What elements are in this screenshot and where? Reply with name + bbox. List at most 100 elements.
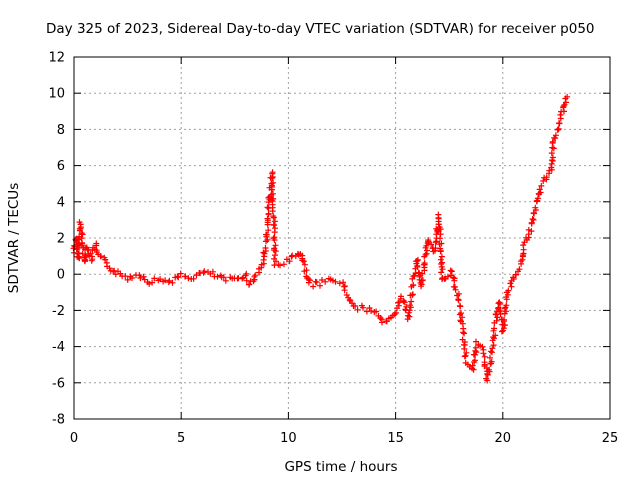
data-point xyxy=(303,267,310,274)
y-tick-label: 10 xyxy=(48,87,65,102)
data-point xyxy=(432,239,439,246)
data-point xyxy=(436,241,443,248)
data-point xyxy=(360,304,366,311)
data-point xyxy=(490,342,497,349)
data-point xyxy=(269,174,276,180)
y-tick-label: 4 xyxy=(57,195,65,210)
x-tick-label: 20 xyxy=(495,431,512,446)
data-point xyxy=(473,338,479,345)
data-point xyxy=(486,366,492,373)
data-point xyxy=(555,125,562,132)
data-point xyxy=(166,277,173,284)
data-point xyxy=(470,366,477,373)
x-tick-label: 0 xyxy=(70,431,78,446)
data-point xyxy=(537,189,544,196)
data-point xyxy=(406,307,413,314)
y-tick-label: -6 xyxy=(52,376,65,391)
data-point xyxy=(438,253,445,260)
data-point xyxy=(457,303,464,310)
data-point xyxy=(190,275,197,282)
data-point xyxy=(543,174,550,181)
data-point xyxy=(498,328,505,335)
data-point xyxy=(106,265,113,272)
data-point xyxy=(265,210,272,217)
data-point xyxy=(409,275,416,282)
data-point xyxy=(564,93,571,100)
data-point xyxy=(175,274,182,281)
data-point xyxy=(146,280,153,287)
data-point xyxy=(532,204,539,211)
data-point xyxy=(407,302,413,309)
y-axis-label: SDTVAR / TECUs xyxy=(6,183,22,293)
data-point xyxy=(129,275,135,281)
data-point xyxy=(140,273,147,280)
data-point xyxy=(508,283,515,290)
data-point xyxy=(451,277,458,284)
data-point xyxy=(246,281,253,288)
data-point xyxy=(408,298,415,305)
data-point xyxy=(435,215,442,222)
data-point xyxy=(525,226,532,233)
data-point xyxy=(272,218,278,225)
data-point xyxy=(391,311,398,318)
y-tick-label: 6 xyxy=(57,159,65,174)
data-point xyxy=(452,286,459,293)
x-axis-label: GPS time / hours xyxy=(284,459,397,475)
data-point xyxy=(418,283,424,290)
data-point xyxy=(419,270,426,277)
data-point xyxy=(340,279,347,286)
data-point xyxy=(450,274,457,281)
data-point xyxy=(409,291,416,298)
x-tick-label: 15 xyxy=(387,431,404,446)
data-point xyxy=(379,319,385,326)
data-point xyxy=(469,362,476,369)
data-point xyxy=(501,316,508,323)
x-tick-label: 5 xyxy=(177,431,185,446)
data-point xyxy=(492,332,499,339)
plot-frame xyxy=(73,56,611,420)
data-point xyxy=(423,242,430,249)
data-point xyxy=(265,194,272,201)
data-point xyxy=(301,261,308,268)
data-point xyxy=(437,235,443,242)
data-point xyxy=(455,290,462,297)
data-point xyxy=(201,268,208,275)
data-point xyxy=(484,377,491,384)
data-point xyxy=(137,275,144,281)
data-point xyxy=(488,358,495,365)
data-point xyxy=(455,297,462,304)
data-point xyxy=(354,306,361,313)
data-point xyxy=(552,132,559,139)
data-point xyxy=(286,258,293,265)
y-tick-label: 0 xyxy=(57,268,65,283)
data-point xyxy=(265,227,272,234)
data-point xyxy=(268,186,275,193)
data-point xyxy=(149,279,156,286)
data-point xyxy=(271,229,278,236)
data-point xyxy=(505,287,512,294)
y-tick-label: -8 xyxy=(52,413,65,428)
data-point xyxy=(263,231,270,238)
data-point xyxy=(556,120,563,127)
y-tick-label: 2 xyxy=(57,232,65,247)
data-point xyxy=(554,126,561,133)
data-point xyxy=(332,278,339,285)
data-point xyxy=(272,252,278,259)
x-tick-label: 25 xyxy=(602,431,619,446)
data-point xyxy=(313,279,320,286)
data-point xyxy=(222,277,229,284)
data-point xyxy=(86,252,93,259)
data-point xyxy=(561,108,567,115)
data-point xyxy=(491,325,498,332)
data-point xyxy=(529,216,536,222)
data-point xyxy=(510,276,517,282)
y-tick-label: 12 xyxy=(48,51,65,66)
data-point xyxy=(220,274,227,281)
data-point xyxy=(489,345,496,352)
data-point xyxy=(463,349,470,356)
data-point xyxy=(319,277,325,283)
data-point xyxy=(451,284,458,290)
data-point xyxy=(462,352,469,359)
data-point xyxy=(501,305,508,312)
data-point xyxy=(410,282,417,289)
